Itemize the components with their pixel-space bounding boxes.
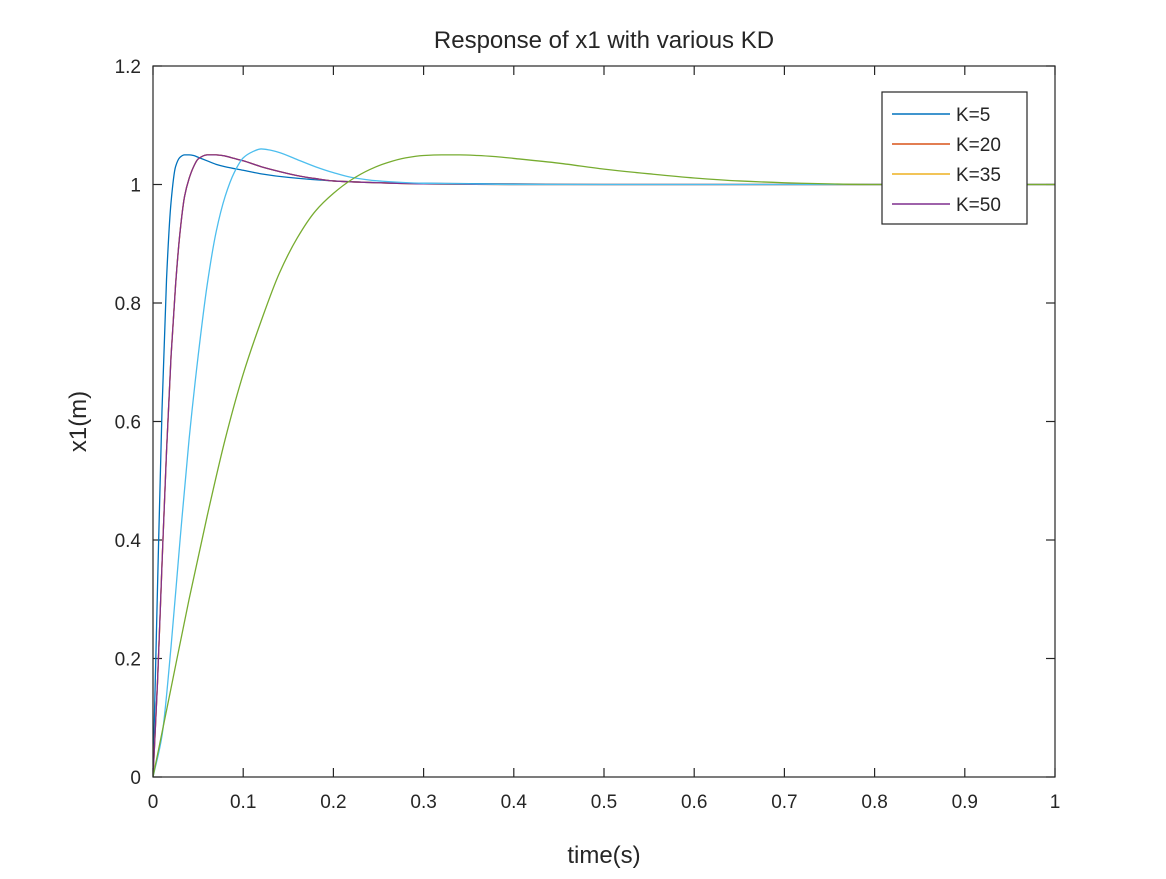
x-tick-label: 0.6 [681, 792, 707, 813]
x-tick-label: 0.3 [410, 792, 436, 813]
legend: K=5 K=20 K=35 K=50 [881, 91, 1028, 225]
legend-entry-label: K=20 [956, 135, 1001, 156]
y-tick-label: 0 [130, 768, 141, 789]
x-tick-label: 0.7 [771, 792, 797, 813]
series-line-4 [153, 148, 1055, 777]
y-axis-label: x1(m) [65, 391, 92, 452]
x-tick-label: 0.9 [952, 792, 978, 813]
axis-ticks [152, 65, 1056, 778]
x-axis-label: time(s) [567, 842, 640, 869]
chart-title: Response of x1 with various KD [434, 27, 774, 54]
tick-labels: 0 0.1 0.2 0.3 0.4 0.5 0.6 0.7 0.8 0.9 1 0 0.2 0.4 0.6 0… [115, 57, 1061, 813]
x-tick-label: 0.1 [230, 792, 256, 813]
y-tick-label: 0.6 [115, 413, 141, 434]
legend-entry-label: K=5 [956, 105, 990, 126]
y-tick-label: 0.2 [115, 650, 141, 671]
x-tick-label: 0 [148, 792, 159, 813]
y-tick-label: 1 [130, 176, 141, 197]
axes-box [152, 65, 1056, 778]
y-tick-label: 0.8 [115, 294, 141, 315]
y-tick-label: 0.4 [115, 531, 142, 552]
x-tick-label: 0.4 [501, 792, 528, 813]
legend-entry-label: K=50 [956, 195, 1001, 216]
series-lines [153, 148, 1055, 777]
series-line-5 [153, 154, 1055, 777]
x-tick-label: 0.5 [591, 792, 617, 813]
legend-entry-label: K=35 [956, 165, 1001, 186]
y-tick-label: 1.2 [115, 57, 141, 78]
x-tick-label: 0.2 [320, 792, 346, 813]
x-tick-label: 1 [1050, 792, 1061, 813]
x-tick-label: 0.8 [861, 792, 887, 813]
